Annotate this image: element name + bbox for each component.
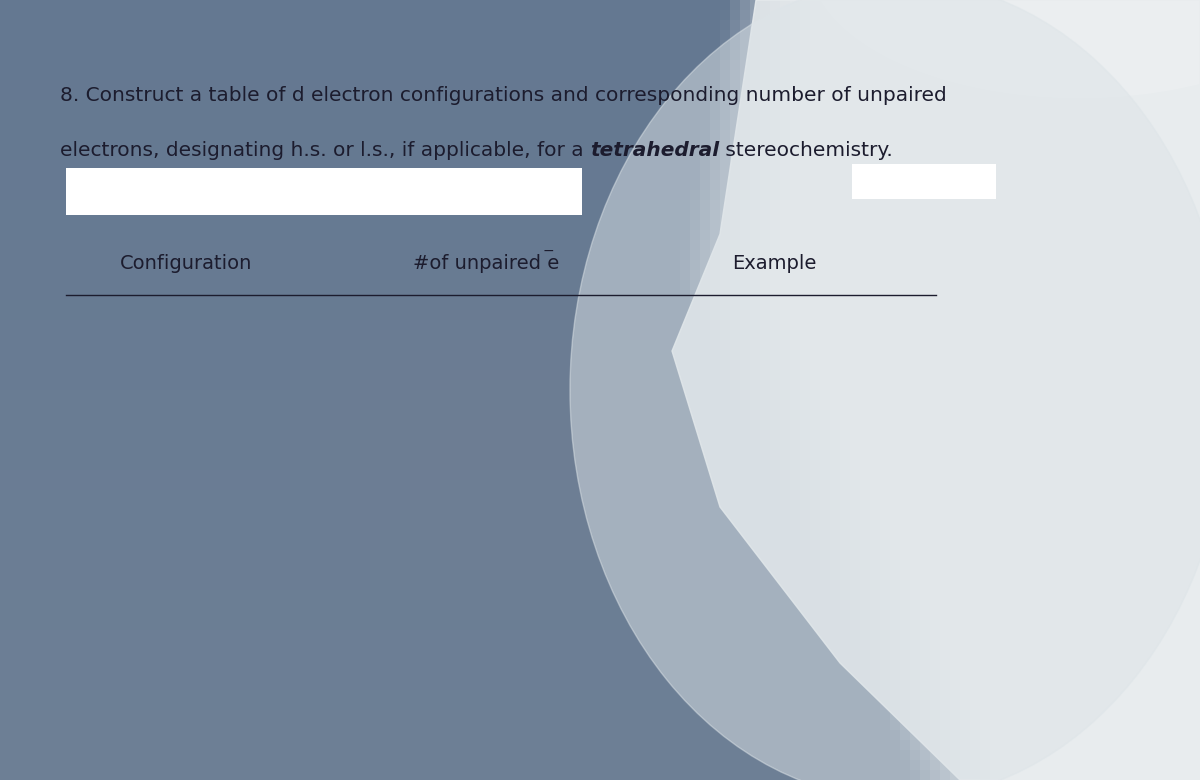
Text: −: − [542, 244, 554, 258]
Text: tetrahedral: tetrahedral [590, 141, 719, 160]
Text: #of unpaired e: #of unpaired e [413, 254, 559, 273]
Text: Configuration: Configuration [120, 254, 252, 273]
Text: 8. Construct a table of d electron configurations and corresponding number of un: 8. Construct a table of d electron confi… [60, 87, 947, 105]
Ellipse shape [570, 0, 1200, 780]
Text: electrons, designating h.s. or l.s., if applicable, for a: electrons, designating h.s. or l.s., if … [60, 141, 590, 160]
Text: Example: Example [732, 254, 816, 273]
Ellipse shape [810, 0, 1200, 98]
Bar [66, 168, 582, 214]
Text: stereochemistry.: stereochemistry. [719, 141, 893, 160]
Polygon shape [672, 0, 1200, 780]
Bar [852, 164, 996, 199]
